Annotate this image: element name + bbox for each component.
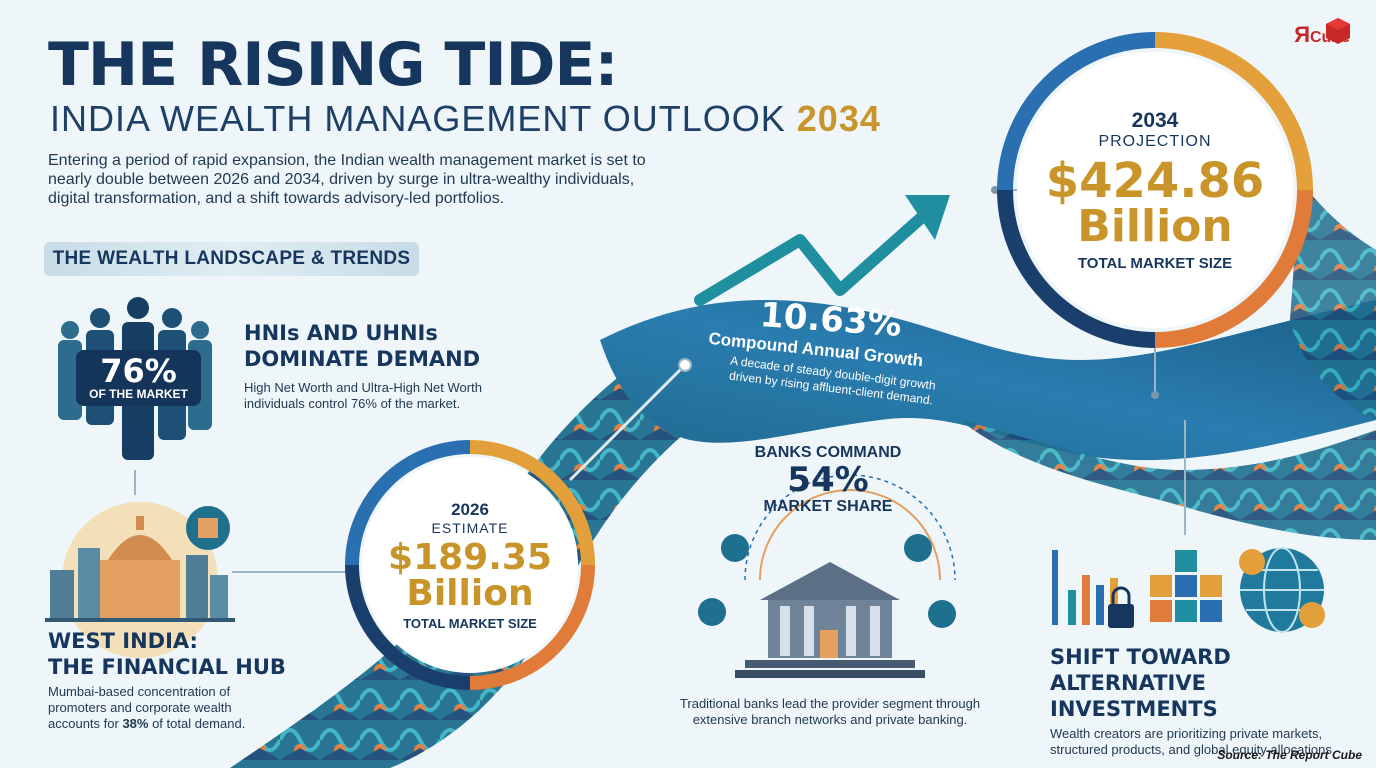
west-text-after: of total demand.	[148, 716, 246, 731]
growth-arrow-icon	[694, 204, 936, 306]
globe-dollar-icon	[1239, 547, 1325, 633]
banks-heading-line1: BANKS COMMAND	[754, 444, 902, 461]
estimate-2026-circle: 2026 ESTIMATE $189.35 Billion TOTAL MARK…	[362, 457, 578, 673]
logo-text: Cube	[1310, 29, 1350, 46]
source-credit: Source: The Report Cube	[1217, 748, 1362, 762]
wave-ribbon	[600, 300, 1376, 461]
projection-year: 2034	[1131, 108, 1179, 132]
wave-band-lower	[230, 360, 700, 768]
west-heading-line2: THE FINANCIAL HUB	[48, 655, 286, 679]
estimate-year: 2026	[451, 499, 489, 519]
projection-2034-circle: 2034 PROJECTION $424.86 Billion TOTAL MA…	[1017, 52, 1293, 328]
alternatives-heading-line2: ALTERNATIVE INVESTMENTS	[1050, 671, 1218, 721]
hni-badge: 76% OF THE MARKET	[76, 350, 201, 406]
hni-section: HNIs AND UHNIs DOMINATE DEMAND High Net …	[244, 320, 504, 412]
cubes-icon	[1150, 550, 1222, 622]
estimate-value-line1: $189.35	[388, 536, 552, 578]
wave-band-right	[960, 420, 1376, 540]
projection-value-line1: $424.86	[1045, 152, 1265, 209]
projection-footer: TOTAL MARKET SIZE	[1077, 254, 1233, 272]
hni-badge-label: OF THE MARKET	[89, 387, 188, 401]
subtitle-year: 2034	[796, 98, 881, 139]
banks-heading-line2: MARKET SHARE	[763, 498, 893, 515]
banks-text: Traditional banks lead the provider segm…	[679, 696, 981, 727]
logo-cube-icon	[1326, 18, 1350, 44]
estimate-value-line2: Billion	[406, 572, 534, 614]
bank-building-icon	[698, 474, 956, 678]
hni-badge-value: 76%	[100, 352, 177, 390]
logo-letter: Я	[1294, 22, 1310, 47]
hni-heading-line2: DOMINATE DEMAND	[244, 347, 481, 371]
city-skyline-icon	[45, 502, 235, 658]
banks-value: 54%	[787, 460, 869, 500]
logo: ЯCube	[1294, 22, 1350, 48]
subtitle-prefix: INDIA WEALTH MANAGEMENT OUTLOOK	[50, 98, 786, 139]
estimate-label: ESTIMATE	[431, 519, 509, 536]
projection-value-line2: Billion	[1077, 200, 1233, 252]
section-ribbon: THE WEALTH LANDSCAPE & TRENDS	[44, 242, 419, 276]
alternatives-section: SHIFT TOWARD ALTERNATIVE INVESTMENTS Wea…	[1050, 644, 1360, 758]
hni-text: High Net Worth and Ultra-High Net Worth …	[244, 380, 482, 411]
banks-section: BANKS COMMAND 54% MARKET SHARE	[728, 444, 928, 516]
alternatives-heading-line1: SHIFT TOWARD	[1050, 645, 1231, 669]
people-group-icon	[58, 297, 212, 460]
page-title: THE RISING TIDE:	[48, 30, 618, 100]
estimate-footer: TOTAL MARKET SIZE	[403, 615, 537, 631]
hni-heading-line1: HNIs AND UHNIs	[244, 321, 438, 345]
page-subtitle: INDIA WEALTH MANAGEMENT OUTLOOK 2034	[50, 98, 881, 140]
projection-label: PROJECTION	[1098, 132, 1212, 150]
west-heading-line1: WEST INDIA:	[48, 629, 198, 653]
bar-chart-lock-icon	[1052, 550, 1134, 628]
alternatives-text: Wealth creators are prioritizing private…	[1050, 726, 1336, 757]
west-text: Mumbai-based concentration of promoters …	[48, 684, 248, 732]
west-text-before: Mumbai-based concentration of promoters …	[48, 684, 232, 731]
west-section: WEST INDIA: THE FINANCIAL HUB Mumbai-bas…	[48, 628, 288, 732]
intro-text: Entering a period of rapid expansion, th…	[48, 152, 646, 207]
west-text-highlight: 38%	[122, 716, 149, 731]
